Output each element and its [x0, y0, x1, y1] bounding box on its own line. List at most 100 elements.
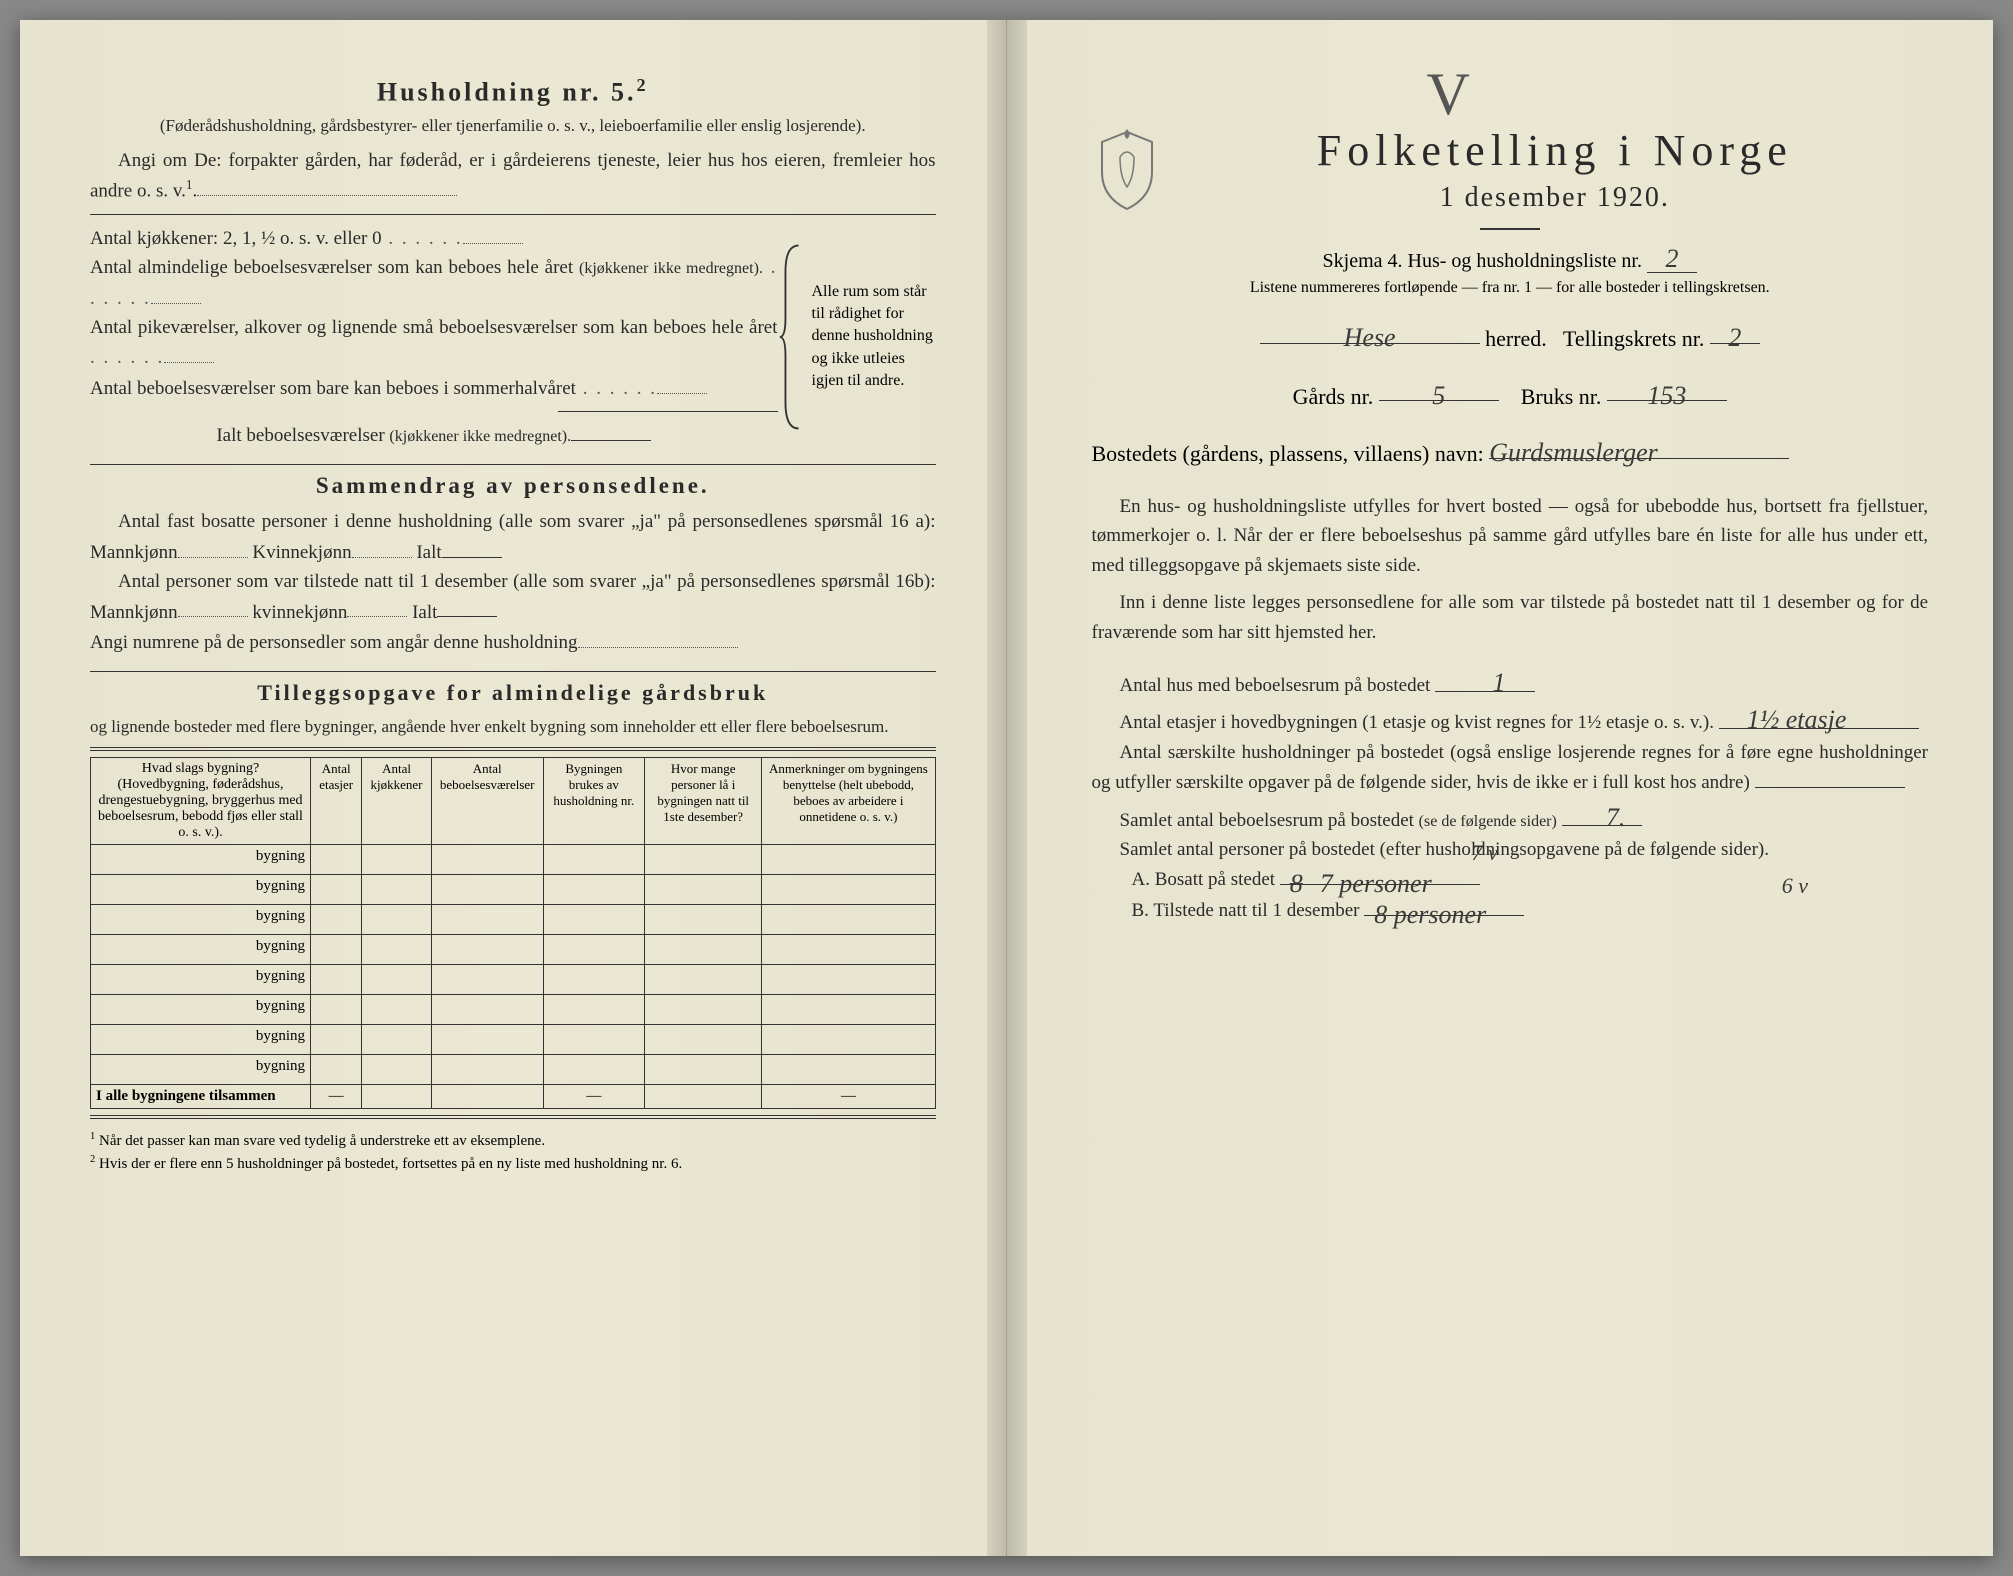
- q4-label: Samlet antal beboelsesrum på bostedet: [1120, 810, 1414, 831]
- q3-row: Antal særskilte husholdninger på bostede…: [1092, 738, 1929, 798]
- table-cell: [645, 874, 762, 904]
- bruks-label: Bruks nr.: [1521, 384, 1602, 409]
- bosted-value: Gurdsmuslerger: [1489, 430, 1789, 459]
- row-label: bygning: [91, 1024, 311, 1054]
- q5-row: Samlet antal personer på bostedet (efter…: [1092, 835, 1929, 864]
- intro-para: Angi om De: forpakter gården, har føderå…: [90, 146, 936, 206]
- table-row: bygning: [91, 904, 936, 934]
- alm3-text: Antal beboelsesværelser som bare kan beb…: [90, 378, 576, 399]
- table-cell: [431, 934, 543, 964]
- bosted-label: Bostedets (gårdens, plassens, villaens) …: [1092, 441, 1484, 466]
- gards-value: 5: [1379, 373, 1499, 402]
- qA-row: A. Bosatt på stedet 8 7 personer 7 v: [1132, 864, 1929, 894]
- intro-sup: 1: [186, 177, 193, 192]
- table-cell: [645, 994, 762, 1024]
- date-line: 1 desember 1920.: [1182, 182, 1929, 214]
- alm1-text: Antal almindelige beboelsesværelser som …: [90, 257, 573, 278]
- table-cell: [645, 934, 762, 964]
- table-cell: [431, 1024, 543, 1054]
- table-cell: [762, 1054, 935, 1084]
- table-header: Anmerkninger om bygningens benyttelse (h…: [762, 757, 935, 844]
- table-cell: [762, 1024, 935, 1054]
- table-cell: [311, 874, 362, 904]
- table-cell: [431, 844, 543, 874]
- table-row: bygning: [91, 844, 936, 874]
- table-cell: [311, 1024, 362, 1054]
- q4-note: (se de følgende sider): [1419, 813, 1557, 830]
- rooms-block: Antal kjøkkener: 2, 1, ½ o. s. v. eller …: [90, 223, 936, 451]
- footer-label: I alle bygningene tilsammen: [91, 1084, 311, 1108]
- brace-icon: [778, 223, 806, 451]
- summary-row-1: Antal fast bosatte personer i denne hush…: [90, 507, 936, 567]
- heading-text: Husholdning nr. 5.: [377, 78, 637, 107]
- footnote-1: 1 Når det passer kan man svare ved tydel…: [90, 1129, 936, 1153]
- qB-side: 6 v: [1782, 869, 1808, 903]
- ialt-line: Ialt beboelsesværelser (kjøkkener ikke m…: [90, 420, 778, 450]
- alm1-note: (kjøkkener ikke medregnet).: [579, 260, 763, 277]
- heading-subtitle: (Føderådshusholdning, gårdsbestyrer- ell…: [90, 116, 936, 136]
- ialt-text: Ialt beboelsesværelser: [216, 425, 384, 446]
- table-cell: [431, 1054, 543, 1084]
- q1-label: Antal hus med beboelsesrum på bostedet: [1120, 675, 1431, 696]
- row-label: bygning: [91, 1054, 311, 1084]
- table-row: bygning: [91, 1024, 936, 1054]
- skjema-label: Skjema 4. Hus- og husholdningsliste nr.: [1323, 250, 1642, 272]
- table-cell: [645, 1024, 762, 1054]
- table-cell: [645, 904, 762, 934]
- table-cell: [543, 994, 644, 1024]
- table-cell: [543, 934, 644, 964]
- sum2c: Ialt: [412, 601, 437, 622]
- main-title: Folketelling i Norge: [1182, 125, 1929, 176]
- tellingskrets-value: 2: [1710, 315, 1760, 344]
- table-cell: [762, 874, 935, 904]
- table-cell: [311, 844, 362, 874]
- right-page: V Folketelling i Norge 1 desember 1920. …: [1007, 20, 1994, 1556]
- heading-sup: 2: [637, 75, 649, 95]
- table-cell: [311, 934, 362, 964]
- q2-label: Antal etasjer i hovedbygningen (1 etasje…: [1120, 712, 1714, 733]
- footnotes: 1 Når det passer kan man svare ved tydel…: [90, 1129, 936, 1177]
- table-header: Antal beboelsesværelser: [431, 757, 543, 844]
- qA-side: 7 v: [1472, 836, 1498, 870]
- table-cell: [762, 964, 935, 994]
- qB-value: 8 personer: [1374, 895, 1486, 935]
- table-cell: [362, 904, 431, 934]
- kjokkener-text: Antal kjøkkener: 2, 1, ½ o. s. v. eller …: [90, 228, 382, 249]
- table-cell: [362, 1054, 431, 1084]
- table-cell: [431, 904, 543, 934]
- table-cell: [762, 844, 935, 874]
- fn1-text: Når det passer kan man svare ved tydelig…: [99, 1133, 545, 1149]
- table-cell: [362, 934, 431, 964]
- gards-row: Gårds nr. 5 Bruks nr. 153: [1092, 373, 1929, 417]
- kjokkener-line: Antal kjøkkener: 2, 1, ½ o. s. v. eller …: [90, 223, 778, 253]
- brace-text: Alle rum som står til rådighet for denne…: [806, 223, 936, 451]
- table-cell: [543, 1054, 644, 1084]
- table-header: Hvad slags bygning?(Hovedbygning, føderå…: [91, 757, 311, 844]
- sum3: Angi numrene på de personsedler som angå…: [90, 632, 578, 653]
- qB-row: B. Tilstede natt til 1 desember 8 person…: [1132, 895, 1929, 925]
- q2-value: 1½ etasje: [1719, 700, 1919, 729]
- table-cell: [311, 1054, 362, 1084]
- table-header: Antal kjøkkener: [362, 757, 431, 844]
- footnote-2: 2 Hvis der er flere enn 5 husholdninger …: [90, 1152, 936, 1176]
- gards-label: Gårds nr.: [1293, 384, 1374, 409]
- alm3-line: Antal beboelsesværelser som bare kan beb…: [90, 373, 778, 403]
- herred-row: Hese herred. Tellingskrets nr. 2: [1092, 315, 1929, 359]
- alm1-line: Antal almindelige beboelsesværelser som …: [90, 253, 778, 313]
- table-cell: [431, 994, 543, 1024]
- table-cell: [543, 844, 644, 874]
- bosted-row: Bostedets (gårdens, plassens, villaens) …: [1092, 430, 1929, 474]
- q1-value: 1: [1435, 663, 1535, 692]
- table-header: Hvor mange personer lå i bygningen natt …: [645, 757, 762, 844]
- qA-label: A. Bosatt på stedet: [1132, 869, 1276, 890]
- table-cell: [645, 964, 762, 994]
- fn2-text: Hvis der er flere enn 5 husholdninger på…: [99, 1156, 682, 1172]
- sum2b: kvinnekjønn: [252, 601, 347, 622]
- alm2-text: Antal pikeværelser, alkover og lignende …: [90, 317, 778, 338]
- info-para-1: En hus- og husholdningsliste utfylles fo…: [1092, 492, 1929, 580]
- qB-label: B. Tilstede natt til 1 desember: [1132, 900, 1360, 921]
- row-label: bygning: [91, 844, 311, 874]
- q4-value: 7.: [1562, 798, 1642, 827]
- table-cell: [543, 874, 644, 904]
- table-row: bygning: [91, 1054, 936, 1084]
